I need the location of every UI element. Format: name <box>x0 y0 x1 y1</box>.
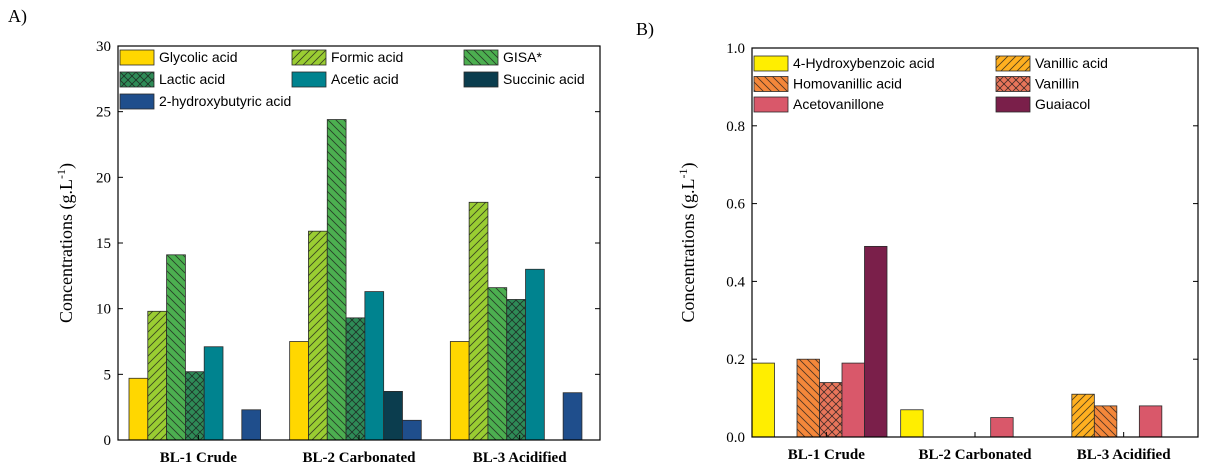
bar-formic-acid-bl-2-carbonated <box>308 230 328 441</box>
bar-homovanillic-acid-bl-3-acidified <box>1093 405 1118 438</box>
bar-formic-acid-bl-1-crude <box>147 310 168 441</box>
panel-label-a: A) <box>8 6 27 27</box>
y-tick-label: 1.0 <box>726 41 745 57</box>
bar-2-hydroxybutyric-acid-bl-3-acidified <box>562 392 583 441</box>
bar-acetovanillone-bl-2-carbonated <box>990 417 1014 438</box>
bar-glycolic-acid-bl-3-acidified <box>449 341 470 441</box>
y-tick-label: 0 <box>104 433 112 449</box>
y-tick-label: 20 <box>96 170 111 186</box>
panel-b: B) 0.0 0.2 0.4 0.6 0.8 1.0 Concentrations (g.L-… <box>636 19 1199 463</box>
legend-label-glycolic-acid: Glycolic acid <box>159 49 238 65</box>
x-category-label: BL-1 Crude <box>788 447 865 463</box>
legend-label-succinic-acid: Succinic acid <box>503 71 585 87</box>
bar-formic-acid-bl-3-acidified <box>468 201 489 441</box>
y-tick-label: 5 <box>104 367 112 383</box>
bar-glycolic-acid-bl-2-carbonated <box>289 341 309 441</box>
legend-swatch-formic-acid <box>291 49 327 66</box>
legend-swatch-4-hydroxybenzoic-acid <box>753 55 789 72</box>
bar-2-hydroxybutyric-acid-bl-1-crude <box>241 409 262 441</box>
bar-homovanillic-acid-bl-1-crude <box>796 358 820 438</box>
y-tick-label: 0.6 <box>726 197 745 213</box>
bar-gisa-bl-1-crude <box>166 254 186 441</box>
legend-swatch-guaiacol <box>995 96 1031 113</box>
legend-swatch-acetovanillone <box>753 96 789 113</box>
y-tick-label: 0.2 <box>726 352 745 368</box>
legend-swatch-2-hydroxybutyric-acid <box>119 93 155 110</box>
legend-swatch-vanillin <box>995 76 1031 92</box>
legend-swatch-acetic-acid <box>291 71 327 88</box>
x-category-label: BL-2 Carbonated <box>919 447 1033 463</box>
bar-acetic-acid-bl-2-carbonated <box>364 291 385 441</box>
panel-label-b: B) <box>636 19 654 40</box>
legend-swatch-gisa <box>463 49 499 66</box>
bar-vanillic-acid-bl-3-acidified <box>1071 393 1095 438</box>
legend-label-4-hydroxybenzoic-acid: 4-Hydroxybenzoic acid <box>793 55 935 71</box>
legend-label-acetic-acid: Acetic acid <box>331 71 399 87</box>
bar-acetic-acid-bl-3-acidified <box>525 268 545 441</box>
legend-swatch-vanillic-acid <box>995 55 1031 72</box>
bar-gisa-bl-3-acidified <box>487 287 508 441</box>
legend-label-homovanillic-acid: Homovanillic acid <box>793 76 902 92</box>
legend-label-acetovanillone: Acetovanillone <box>793 96 884 112</box>
legend-swatch-succinic-acid <box>463 71 499 88</box>
y-tick-label: 0.8 <box>726 119 745 135</box>
legend-label-vanillic-acid: Vanillic acid <box>1035 55 1108 71</box>
legend-swatch-glycolic-acid <box>119 49 155 66</box>
bar-glycolic-acid-bl-1-crude <box>128 377 149 441</box>
bar-4-hydroxybenzoic-acid-bl-2-carbonated <box>900 409 924 438</box>
y-tick-label: 0.4 <box>726 274 745 290</box>
bar-lactic-acid-bl-1-crude <box>184 371 205 441</box>
legend-label-guaiacol: Guaiacol <box>1035 96 1090 112</box>
bar-gisa-bl-2-carbonated <box>326 119 347 441</box>
plot-frame <box>117 45 601 441</box>
y-tick-label: 30 <box>96 39 111 55</box>
plot-frame <box>751 47 1199 438</box>
legend-swatch-homovanillic-acid <box>753 76 789 92</box>
bar-lactic-acid-bl-2-carbonated <box>345 317 366 441</box>
y-axis-title: Concentrations (g.L-1) <box>54 163 77 323</box>
y-tick-label: 25 <box>96 105 111 121</box>
bar-acetovanillone-bl-3-acidified <box>1138 405 1163 438</box>
bar-succinic-acid-bl-2-carbonated <box>383 391 403 441</box>
legend-swatch-lactic-acid <box>119 71 155 88</box>
x-category-label: BL-3 Acidified <box>473 450 567 466</box>
bar-vanillin-bl-1-crude <box>819 382 843 438</box>
legend-label-formic-acid: Formic acid <box>331 49 403 65</box>
bar-acetovanillone-bl-1-crude <box>841 362 865 438</box>
bar-4-hydroxybenzoic-acid-bl-1-crude <box>751 362 775 438</box>
y-axis-title: Concentrations (g.L-1) <box>676 163 699 323</box>
legend-label-gisa: GISA* <box>503 49 542 65</box>
legend-label-lactic-acid: Lactic acid <box>159 71 225 87</box>
y-tick-label: 15 <box>96 236 111 252</box>
x-category-label: BL-1 Crude <box>160 450 237 466</box>
bar-lactic-acid-bl-3-acidified <box>506 299 526 441</box>
x-category-label: BL-2 Carbonated <box>303 450 417 466</box>
y-tick-label: 10 <box>96 302 111 318</box>
x-category-label: BL-3 Acidified <box>1077 447 1171 463</box>
legend-label-vanillin: Vanillin <box>1035 76 1079 92</box>
panel-a: A) 0 5 10 15 20 25 30 Concentrations (g.L-1) BL-1… <box>8 6 601 466</box>
bar-acetic-acid-bl-1-crude <box>203 346 224 441</box>
bar-2-hydroxybutyric-acid-bl-2-carbonated <box>402 419 422 441</box>
y-tick-label: 0.0 <box>726 430 745 446</box>
legend-label-2-hydroxybutyric-acid: 2-hydroxybutyric acid <box>159 93 291 109</box>
bar-guaiacol-bl-1-crude <box>864 245 888 438</box>
